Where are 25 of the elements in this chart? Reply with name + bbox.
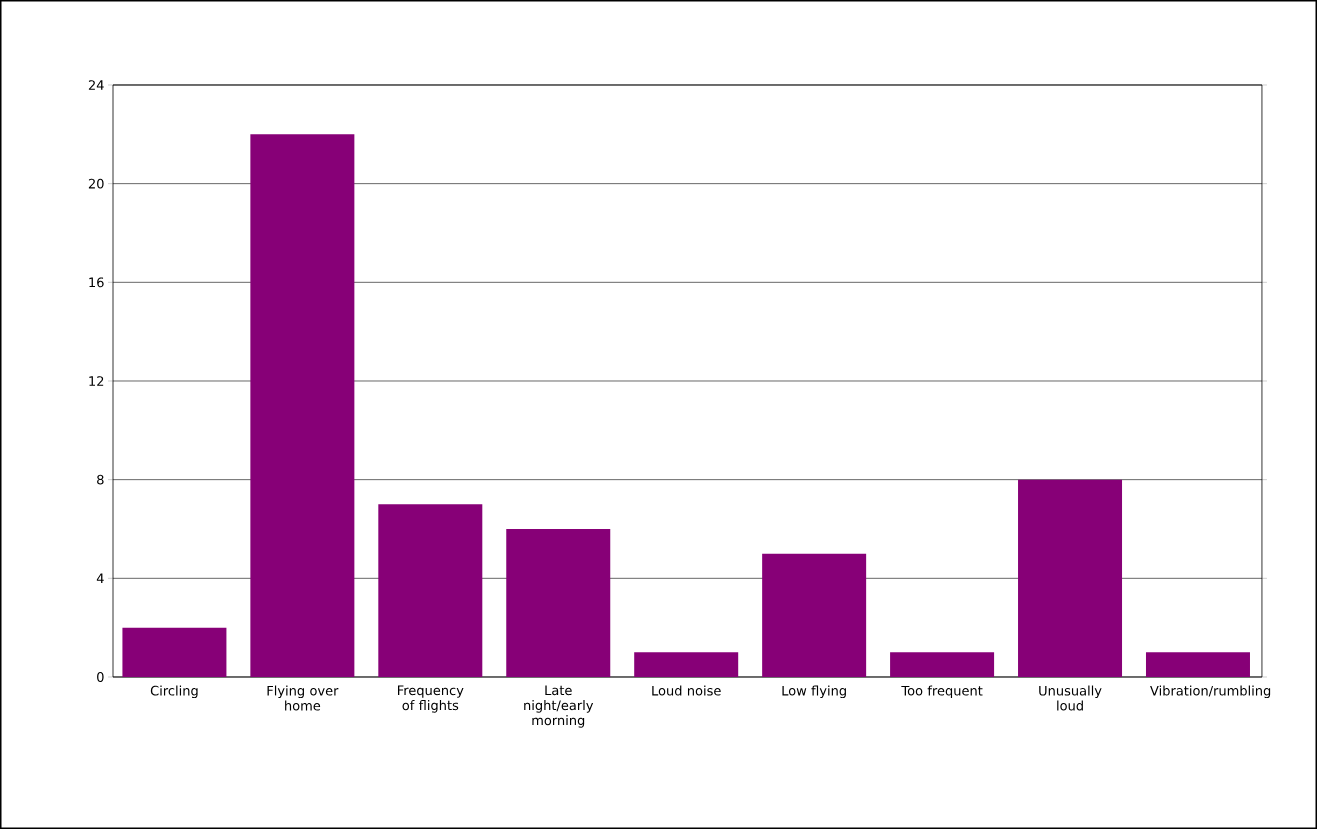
x-tick-label: Circling [150,685,198,699]
bar [378,504,483,677]
y-tick-label: 20 [88,178,104,189]
bar [1145,652,1250,677]
x-tick-label: Low flying [782,685,846,699]
x-tick-label: Late night/early morning [524,685,594,728]
x-tick-label: Frequency of flights [398,685,464,713]
bar [250,134,355,677]
y-tick-label: 16 [89,277,104,288]
x-tick-label: Vibration/rumbling [1150,685,1271,699]
bar [762,553,867,677]
y-tick-label: 24 [88,80,104,90]
x-tick-label: Loud noise [652,685,721,696]
bar [1018,479,1123,677]
bar [122,627,227,677]
y-tick-label: 8 [97,474,104,485]
y-tick-label: 12 [89,376,104,386]
bar [634,652,739,677]
x-tick-label: Flying over home [267,685,339,711]
y-tick-label: 0 [97,672,104,682]
bar [890,652,995,677]
y-tick-label: 4 [96,573,104,584]
x-tick-label: Unusually loud [1039,685,1102,711]
x-tick-label: Too frequent [901,685,983,699]
bar [506,528,611,677]
